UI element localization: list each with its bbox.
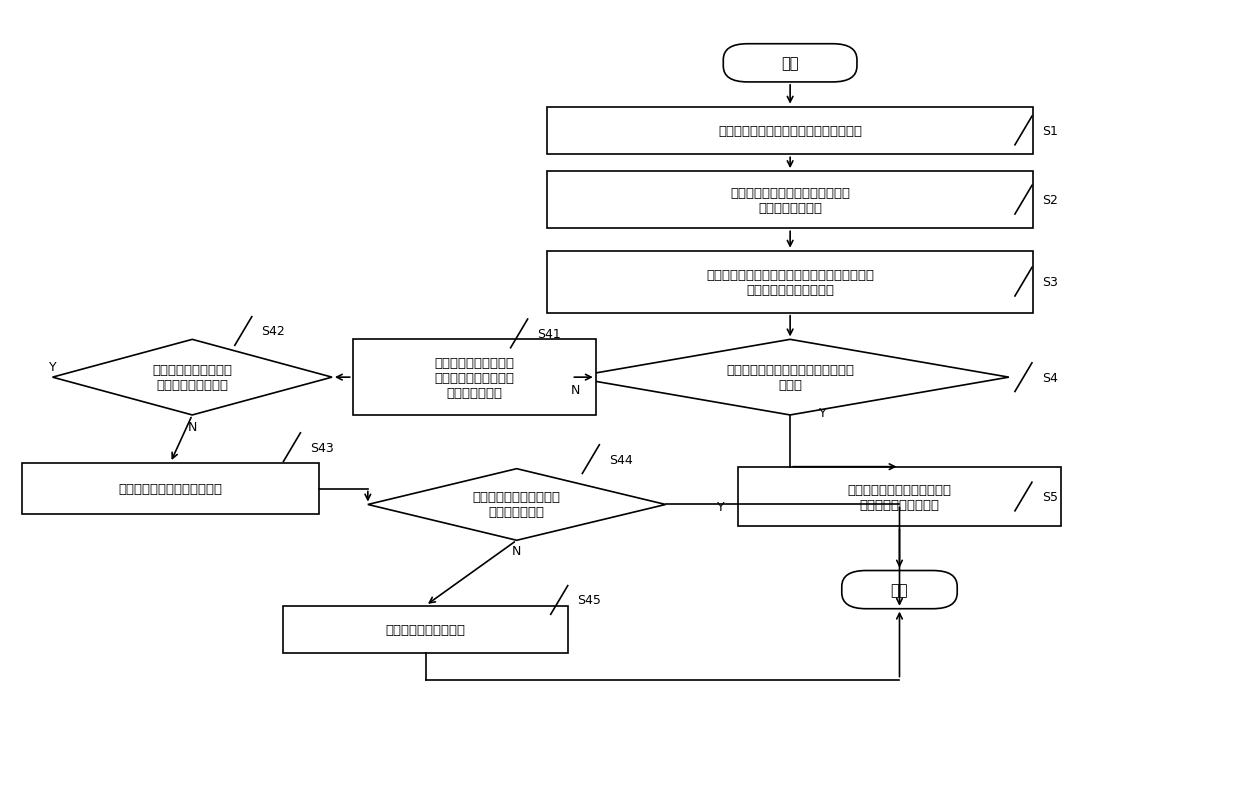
Text: 检测标准电阵，生成第三阵值: 检测标准电阵，生成第三阵值	[118, 483, 222, 496]
Text: N: N	[512, 544, 521, 557]
Text: N: N	[570, 383, 580, 396]
Text: S44: S44	[609, 453, 632, 466]
Bar	[547, 107, 1033, 155]
Text: 按照预设方式，获取接地电阵的第一阵值: 按照预设方式，获取接地电阵的第一阵值	[718, 125, 862, 138]
Text: S1: S1	[1042, 125, 1058, 138]
Polygon shape	[572, 340, 1009, 415]
Text: 判定在线监测装置异常: 判定在线监测装置异常	[386, 623, 465, 636]
Text: Y: Y	[48, 361, 56, 374]
Text: S41: S41	[537, 328, 562, 341]
Text: 判断第二阵值是否处于
鄀值区间的阵值范围: 判断第二阵值是否处于 鄀值区间的阵值范围	[153, 363, 232, 392]
Text: S45: S45	[578, 594, 601, 607]
Text: 判断第一阵值是否处于鄀值区间的阵
值范围: 判断第一阵值是否处于鄀值区间的阵 值范围	[727, 363, 854, 392]
Text: Y: Y	[818, 407, 827, 420]
FancyBboxPatch shape	[723, 45, 857, 83]
Text: 根据历史记录值，计算历史记录值的平均值，并
根据平均值生成阀值区间: 根据历史记录值，计算历史记录值的平均值，并 根据平均值生成阀值区间	[706, 268, 874, 296]
Text: S3: S3	[1042, 276, 1058, 289]
Text: S4: S4	[1042, 371, 1058, 384]
Polygon shape	[368, 469, 666, 541]
Polygon shape	[52, 340, 332, 415]
Text: S42: S42	[262, 325, 285, 338]
Text: 结束: 结束	[890, 582, 908, 598]
Text: 开始: 开始	[781, 56, 799, 71]
Text: S2: S2	[1042, 194, 1058, 207]
Text: 判定第一阵值为正常值，并将
第一阵值发送至服务器: 判定第一阵值为正常值，并将 第一阵值发送至服务器	[847, 483, 951, 511]
Bar	[547, 251, 1033, 313]
FancyBboxPatch shape	[842, 571, 957, 609]
Text: S5: S5	[1042, 491, 1058, 504]
Text: S43: S43	[310, 441, 334, 454]
Text: Y: Y	[717, 500, 724, 513]
Text: 判断第三阵值与标准电阵
的阵值是否一致: 判断第三阵值与标准电阵 的阵值是否一致	[472, 491, 560, 519]
Bar	[352, 340, 595, 415]
Text: N: N	[187, 420, 197, 433]
Bar	[21, 463, 319, 515]
Text: 从服务器获取预设时间段内的接地
电阵的历史记录值: 从服务器获取预设时间段内的接地 电阵的历史记录值	[730, 187, 851, 214]
Bar	[739, 467, 1060, 526]
Text: 间隔预设时间再次测试
接地电阵，并生成接地
电阵的第二阵值: 间隔预设时间再次测试 接地电阵，并生成接地 电阵的第二阵值	[434, 356, 515, 399]
Bar	[283, 606, 568, 654]
Bar	[547, 172, 1033, 229]
